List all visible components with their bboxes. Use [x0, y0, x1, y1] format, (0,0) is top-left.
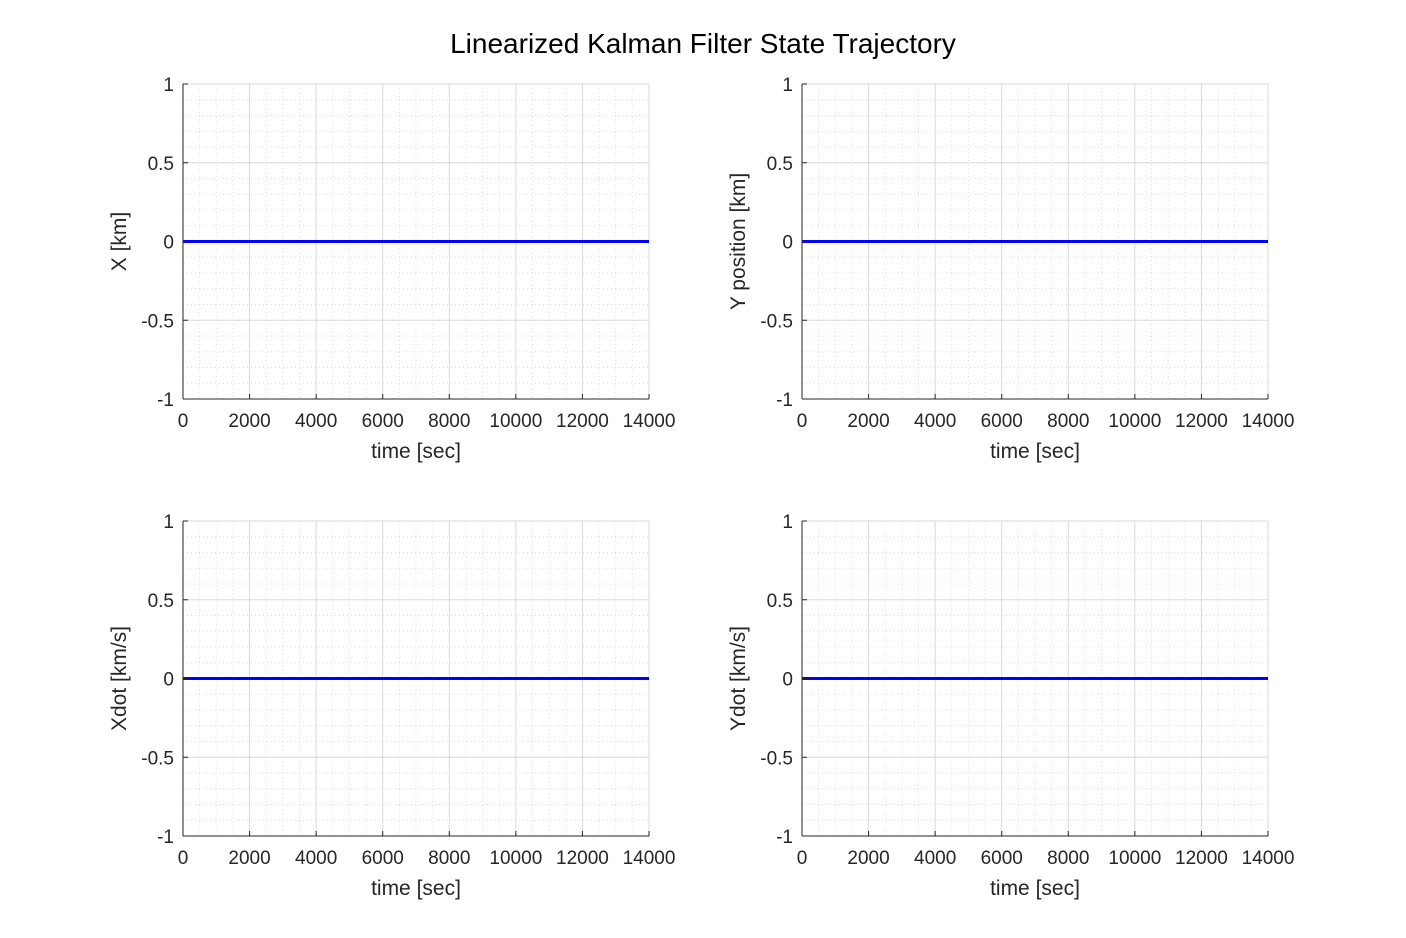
y-tick-label: -0.5 — [141, 748, 174, 769]
y-tick-label: 0 — [782, 233, 793, 254]
subplot-bottom-left: 0 2000 4000 6000 8000 10000 12000 14000 1 0.5 0 -0.… — [108, 512, 675, 900]
y-tick-label: -0.5 — [760, 311, 793, 332]
subplot-bottom-right: 0 2000 4000 6000 8000 10000 12000 14000 1 0.5 0 -0.… — [727, 512, 1294, 900]
x-axis-label: time [sec] — [371, 440, 461, 463]
minor-grid — [802, 521, 1268, 836]
y-tick-label: 0.5 — [767, 591, 793, 612]
x-tick-label: 2000 — [847, 411, 889, 432]
y-tick-label: -1 — [776, 390, 793, 411]
y-tick-label: -0.5 — [760, 748, 793, 769]
y-tick-label: 0 — [163, 233, 174, 254]
figure-title: Linearized Kalman Filter State Trajector… — [450, 28, 956, 59]
y-axis-label: X [km] — [108, 212, 131, 272]
x-tick-label: 8000 — [428, 848, 470, 869]
x-tick-label: 10000 — [1108, 848, 1161, 869]
x-tick-label: 4000 — [295, 848, 337, 869]
minor-grid — [183, 521, 649, 836]
y-tick-label: -0.5 — [141, 311, 174, 332]
x-tick-label: 0 — [797, 848, 808, 869]
x-tick-label: 14000 — [1242, 848, 1295, 869]
y-tick-label: 1 — [782, 75, 793, 96]
minor-grid — [183, 84, 649, 399]
subplot-top-right: 0 2000 4000 6000 8000 10000 12000 14000 1 0.5 0 -0.… — [727, 75, 1294, 463]
x-axis-label: time [sec] — [990, 877, 1080, 900]
x-tick-label: 2000 — [228, 411, 270, 432]
y-tick-label: 1 — [163, 75, 174, 96]
x-tick-label: 0 — [797, 411, 808, 432]
x-tick-label: 14000 — [623, 411, 676, 432]
x-tick-label: 0 — [178, 848, 189, 869]
x-tick-label: 8000 — [428, 411, 470, 432]
y-tick-label: 0 — [163, 670, 174, 691]
y-axis-label: Ydot [km/s] — [727, 626, 750, 731]
x-tick-label: 4000 — [914, 411, 956, 432]
x-tick-label: 10000 — [1108, 411, 1161, 432]
x-tick-label: 12000 — [556, 848, 609, 869]
x-tick-label: 6000 — [362, 411, 404, 432]
y-axis-label: Xdot [km/s] — [108, 626, 131, 731]
x-tick-label: 14000 — [1242, 411, 1295, 432]
x-tick-label: 10000 — [489, 411, 542, 432]
x-tick-label: 12000 — [1175, 411, 1228, 432]
y-tick-label: 0.5 — [148, 591, 174, 612]
x-tick-label: 6000 — [981, 848, 1023, 869]
subplot-top-left: 0 2000 4000 6000 8000 10000 12000 14000 1 0.5 0 -0.… — [108, 75, 675, 463]
x-tick-label: 8000 — [1047, 848, 1089, 869]
x-tick-label: 10000 — [489, 848, 542, 869]
x-axis-label: time [sec] — [990, 440, 1080, 463]
minor-grid — [802, 84, 1268, 399]
y-tick-label: -1 — [776, 827, 793, 848]
x-tick-label: 12000 — [1175, 848, 1228, 869]
x-tick-label: 12000 — [556, 411, 609, 432]
y-tick-label: 0.5 — [767, 154, 793, 175]
x-tick-label: 6000 — [981, 411, 1023, 432]
x-tick-label: 2000 — [847, 848, 889, 869]
x-tick-label: 6000 — [362, 848, 404, 869]
y-tick-label: -1 — [157, 390, 174, 411]
x-tick-label: 0 — [178, 411, 189, 432]
y-tick-label: -1 — [157, 827, 174, 848]
y-tick-label: 1 — [782, 512, 793, 533]
x-tick-label: 2000 — [228, 848, 270, 869]
x-tick-label: 4000 — [914, 848, 956, 869]
y-tick-label: 0 — [782, 670, 793, 691]
y-tick-label: 0.5 — [148, 154, 174, 175]
subplots-container: 0 2000 4000 6000 8000 10000 12000 1400010.50-0.… — [108, 75, 1294, 900]
x-tick-label: 4000 — [295, 411, 337, 432]
y-axis-label: Y position [km] — [727, 173, 750, 310]
y-tick-label: 1 — [163, 512, 174, 533]
x-tick-label: 14000 — [623, 848, 676, 869]
x-tick-label: 8000 — [1047, 411, 1089, 432]
x-axis-label: time [sec] — [371, 877, 461, 900]
